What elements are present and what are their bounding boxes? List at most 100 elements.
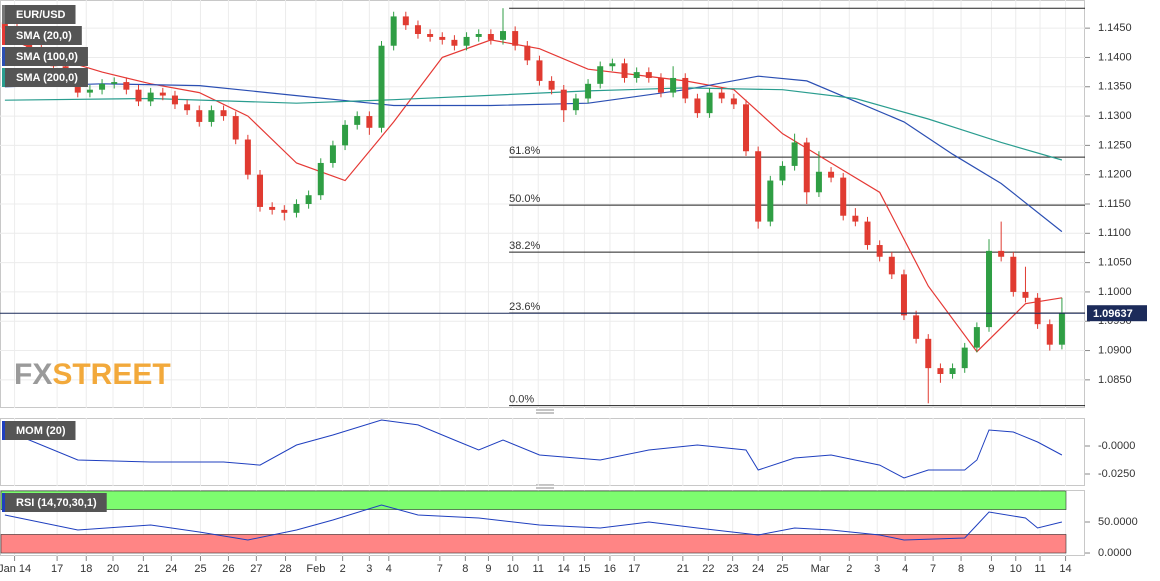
y-tick-label: 1.1100 bbox=[1098, 227, 1131, 239]
candle-body bbox=[378, 45, 385, 128]
x-tick-label: 11 bbox=[1034, 563, 1045, 575]
x-tick-label: 8 bbox=[462, 563, 468, 575]
y-tick-label: -0.0250 bbox=[1098, 468, 1135, 480]
candle-body bbox=[487, 34, 494, 40]
indicator-line bbox=[4, 504, 1063, 541]
x-tick-label: 3 bbox=[874, 563, 880, 575]
candle-body bbox=[1034, 297, 1041, 325]
x-tick-label: 9 bbox=[485, 563, 491, 575]
band bbox=[0, 490, 1067, 510]
candle-body bbox=[99, 83, 106, 90]
fib-label: 0.0% bbox=[509, 394, 534, 406]
candle-body bbox=[475, 34, 482, 37]
candle-body bbox=[536, 60, 543, 81]
candle-body bbox=[390, 16, 397, 46]
x-tick-label: 21 bbox=[677, 563, 689, 575]
candle-body bbox=[257, 174, 264, 207]
y-tick-label: 1.1250 bbox=[1098, 139, 1132, 151]
candle-body bbox=[414, 25, 421, 34]
candle-body bbox=[949, 368, 956, 374]
candle-body bbox=[998, 250, 1005, 257]
candle-body bbox=[147, 92, 154, 102]
legend-swatch bbox=[2, 68, 5, 87]
candle-body bbox=[208, 110, 215, 122]
x-tick-label: Jan 14 bbox=[0, 563, 31, 575]
candle-body bbox=[961, 347, 968, 369]
x-tick-label: 24 bbox=[165, 563, 177, 575]
legend-box bbox=[2, 26, 82, 45]
candle-body bbox=[512, 31, 519, 46]
candle-body bbox=[1058, 313, 1065, 345]
x-tick-label: 2 bbox=[340, 563, 346, 575]
x-tick-label: 4 bbox=[902, 563, 908, 575]
candle-body bbox=[755, 151, 762, 222]
x-tick-label: 14 bbox=[558, 563, 570, 575]
candle-body bbox=[913, 315, 920, 339]
legend-box bbox=[2, 47, 88, 66]
x-tick-label: 20 bbox=[107, 563, 119, 575]
y-tick-label: 50.0000 bbox=[1098, 516, 1138, 528]
legend-swatch bbox=[2, 47, 5, 66]
candle-body bbox=[973, 327, 980, 348]
legend-label: SMA (100,0) bbox=[16, 51, 78, 63]
candle-body bbox=[597, 66, 604, 84]
y-tick-label: 1.1000 bbox=[1098, 286, 1132, 298]
candle-body bbox=[1, 22, 8, 29]
y-tick-label: 1.0850 bbox=[1098, 374, 1132, 386]
x-tick-label: 4 bbox=[386, 563, 392, 575]
candle-body bbox=[937, 368, 944, 374]
x-tick-label: 7 bbox=[437, 563, 443, 575]
candle-body bbox=[159, 92, 166, 96]
y-tick-label: 1.1300 bbox=[1098, 110, 1132, 122]
candle-body bbox=[354, 116, 361, 125]
candle-body bbox=[585, 83, 592, 99]
candle-body bbox=[317, 162, 324, 196]
candle-body bbox=[803, 142, 810, 193]
candle-body bbox=[305, 195, 312, 204]
x-tick-label: 15 bbox=[578, 563, 590, 575]
candle-body bbox=[1010, 256, 1017, 292]
x-tick-label: 25 bbox=[776, 563, 788, 575]
candle-body bbox=[633, 72, 640, 78]
candle-body bbox=[828, 171, 835, 178]
candle-body bbox=[463, 36, 470, 46]
watermark-fx: FX bbox=[14, 358, 52, 391]
candle-body bbox=[1046, 324, 1053, 345]
x-tick-label: 17 bbox=[628, 563, 640, 575]
panel-frame bbox=[0, 418, 1085, 486]
candle-body bbox=[293, 204, 300, 213]
legend-swatch bbox=[2, 421, 5, 440]
legend-swatch bbox=[2, 5, 5, 24]
candle-body bbox=[366, 116, 373, 128]
x-tick-label: 22 bbox=[702, 563, 714, 575]
y-tick-label: 1.1450 bbox=[1098, 22, 1132, 34]
x-tick-label: 14 bbox=[1059, 563, 1071, 575]
legend-label: SMA (20,0) bbox=[16, 30, 72, 42]
y-tick-label: 1.1200 bbox=[1098, 169, 1132, 181]
candle-body bbox=[925, 338, 932, 369]
candle-body bbox=[840, 177, 847, 216]
candle-body bbox=[645, 72, 652, 78]
y-tick-label: 1.1150 bbox=[1098, 198, 1131, 210]
candle-body bbox=[876, 245, 883, 257]
legend-label: SMA (200,0) bbox=[16, 72, 78, 84]
indicator-line bbox=[4, 419, 1063, 479]
x-tick-label: 28 bbox=[279, 563, 291, 575]
x-tick-label: 25 bbox=[194, 563, 206, 575]
x-tick-label: 2 bbox=[846, 563, 852, 575]
y-tick-label: 1.1050 bbox=[1098, 257, 1132, 269]
x-tick-label: 3 bbox=[366, 563, 372, 575]
fib-label: 38.2% bbox=[509, 240, 540, 252]
y-tick-label: 0.0000 bbox=[1098, 547, 1132, 559]
fib-label: 23.6% bbox=[509, 301, 540, 313]
candle-body bbox=[621, 63, 628, 78]
candle-body bbox=[560, 89, 567, 111]
candle-body bbox=[220, 110, 227, 117]
x-tick-label: 10 bbox=[1010, 563, 1022, 575]
legend-box bbox=[2, 421, 76, 440]
candle-body bbox=[281, 209, 288, 213]
candle-body bbox=[123, 82, 130, 90]
candle-body bbox=[657, 77, 664, 93]
candle-body bbox=[815, 171, 822, 193]
y-tick-label: 1.1350 bbox=[1098, 81, 1132, 93]
